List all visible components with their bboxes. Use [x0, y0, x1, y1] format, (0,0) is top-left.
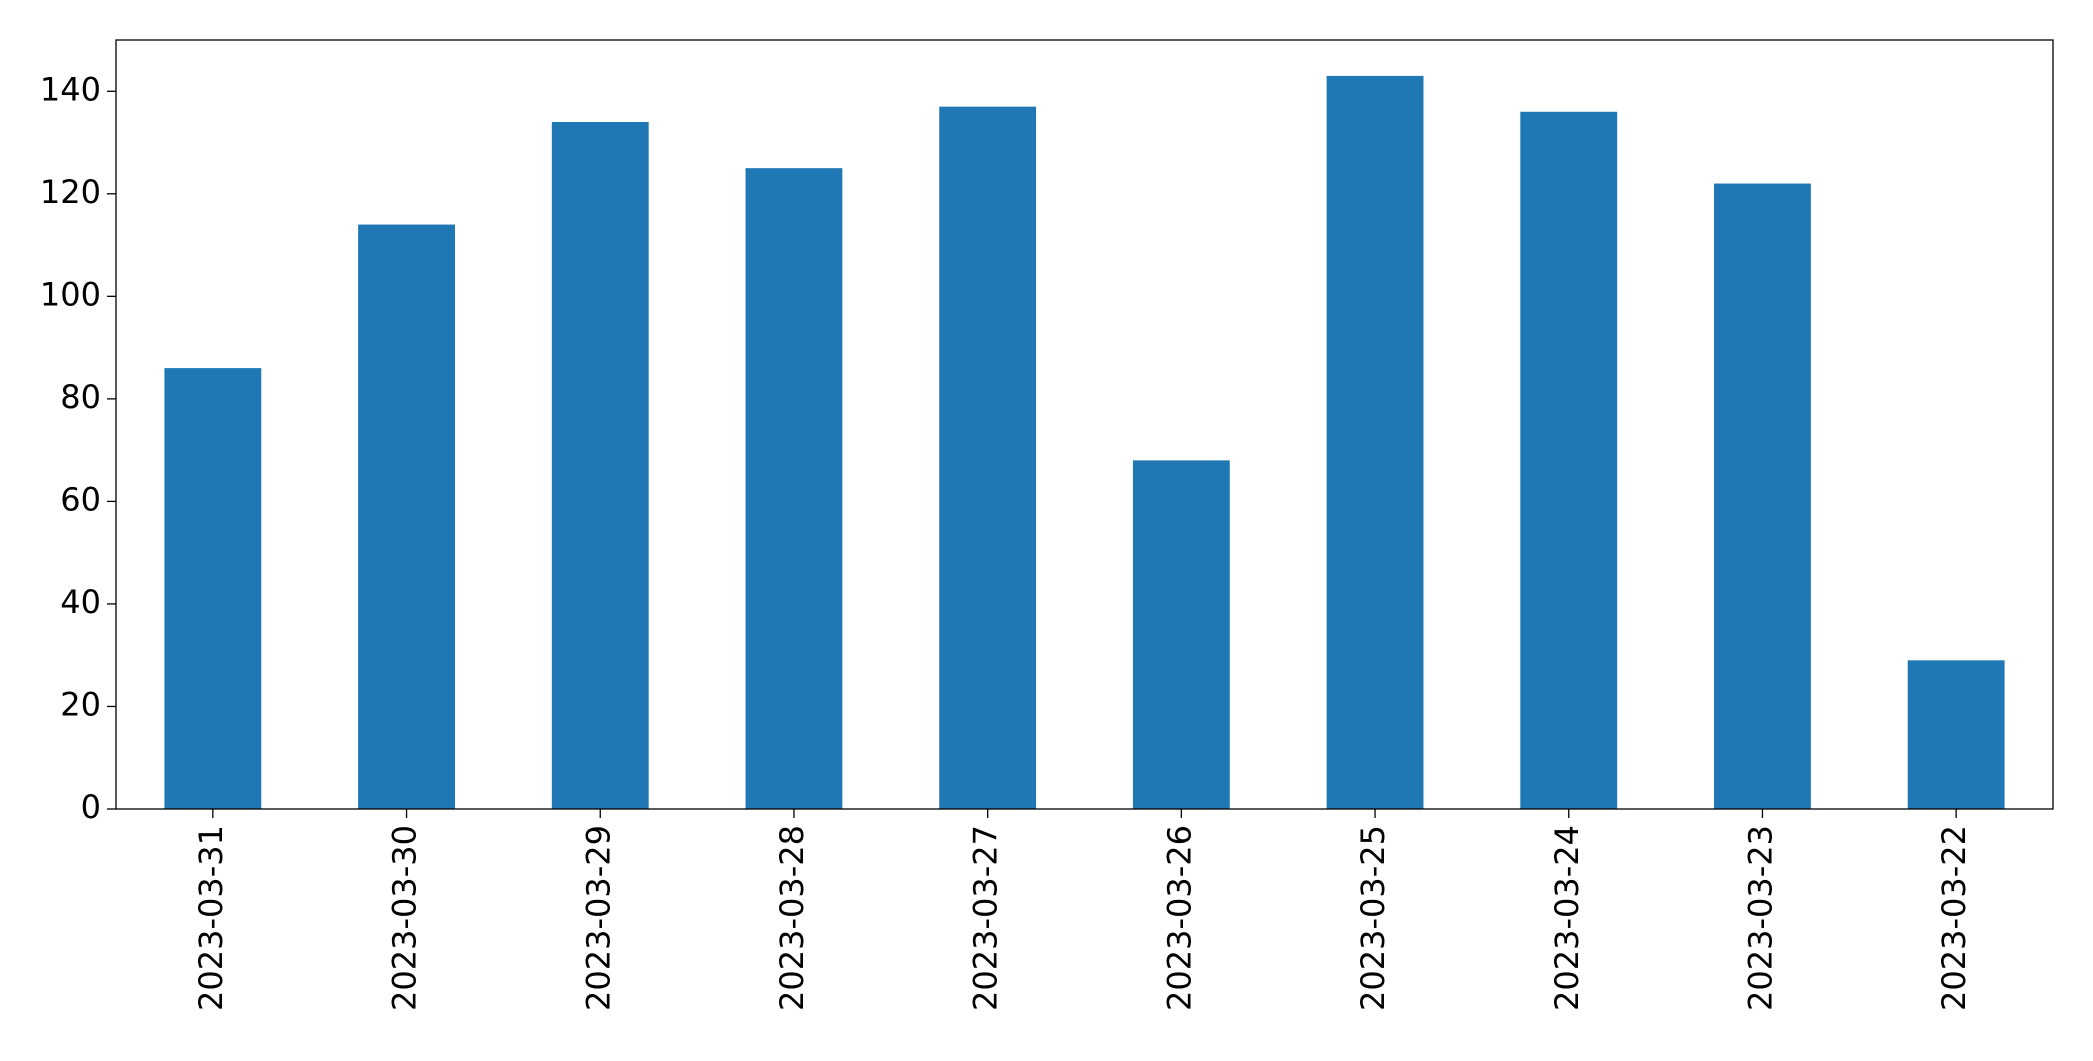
x-tick-label: 2023-03-23: [1741, 825, 1779, 1011]
y-tick-label: 40: [60, 583, 101, 621]
y-tick-label: 140: [40, 70, 101, 108]
x-tick-label: 2023-03-30: [386, 825, 424, 1011]
x-tick-label: 2023-03-25: [1354, 825, 1392, 1011]
y-tick-label: 0: [81, 788, 101, 826]
bar: [358, 224, 455, 809]
x-tick-label: 2023-03-22: [1935, 825, 1973, 1011]
y-tick-label: 60: [60, 480, 101, 518]
y-tick-label: 80: [60, 378, 101, 416]
bar: [1132, 460, 1230, 809]
x-tick-label: 2023-03-31: [192, 825, 230, 1011]
y-tick-label: 100: [40, 275, 101, 313]
x-tick-label: 2023-03-28: [773, 825, 811, 1011]
bar: [1907, 660, 2005, 809]
bar: [1714, 183, 1811, 810]
y-tick-label: 20: [60, 685, 101, 723]
bar: [164, 368, 262, 809]
bar: [551, 122, 649, 809]
y-tick-label: 120: [40, 173, 101, 211]
x-tick-label: 2023-03-27: [967, 825, 1005, 1011]
plot-frame: [115, 39, 2054, 810]
x-tick-label: 2023-03-26: [1160, 825, 1198, 1011]
x-tick-label: 2023-03-29: [579, 825, 617, 1011]
bar: [1520, 111, 1618, 810]
bar: [939, 106, 1037, 809]
bar: [745, 168, 843, 809]
bar: [1326, 75, 1424, 810]
x-tick-label: 2023-03-24: [1548, 825, 1586, 1011]
